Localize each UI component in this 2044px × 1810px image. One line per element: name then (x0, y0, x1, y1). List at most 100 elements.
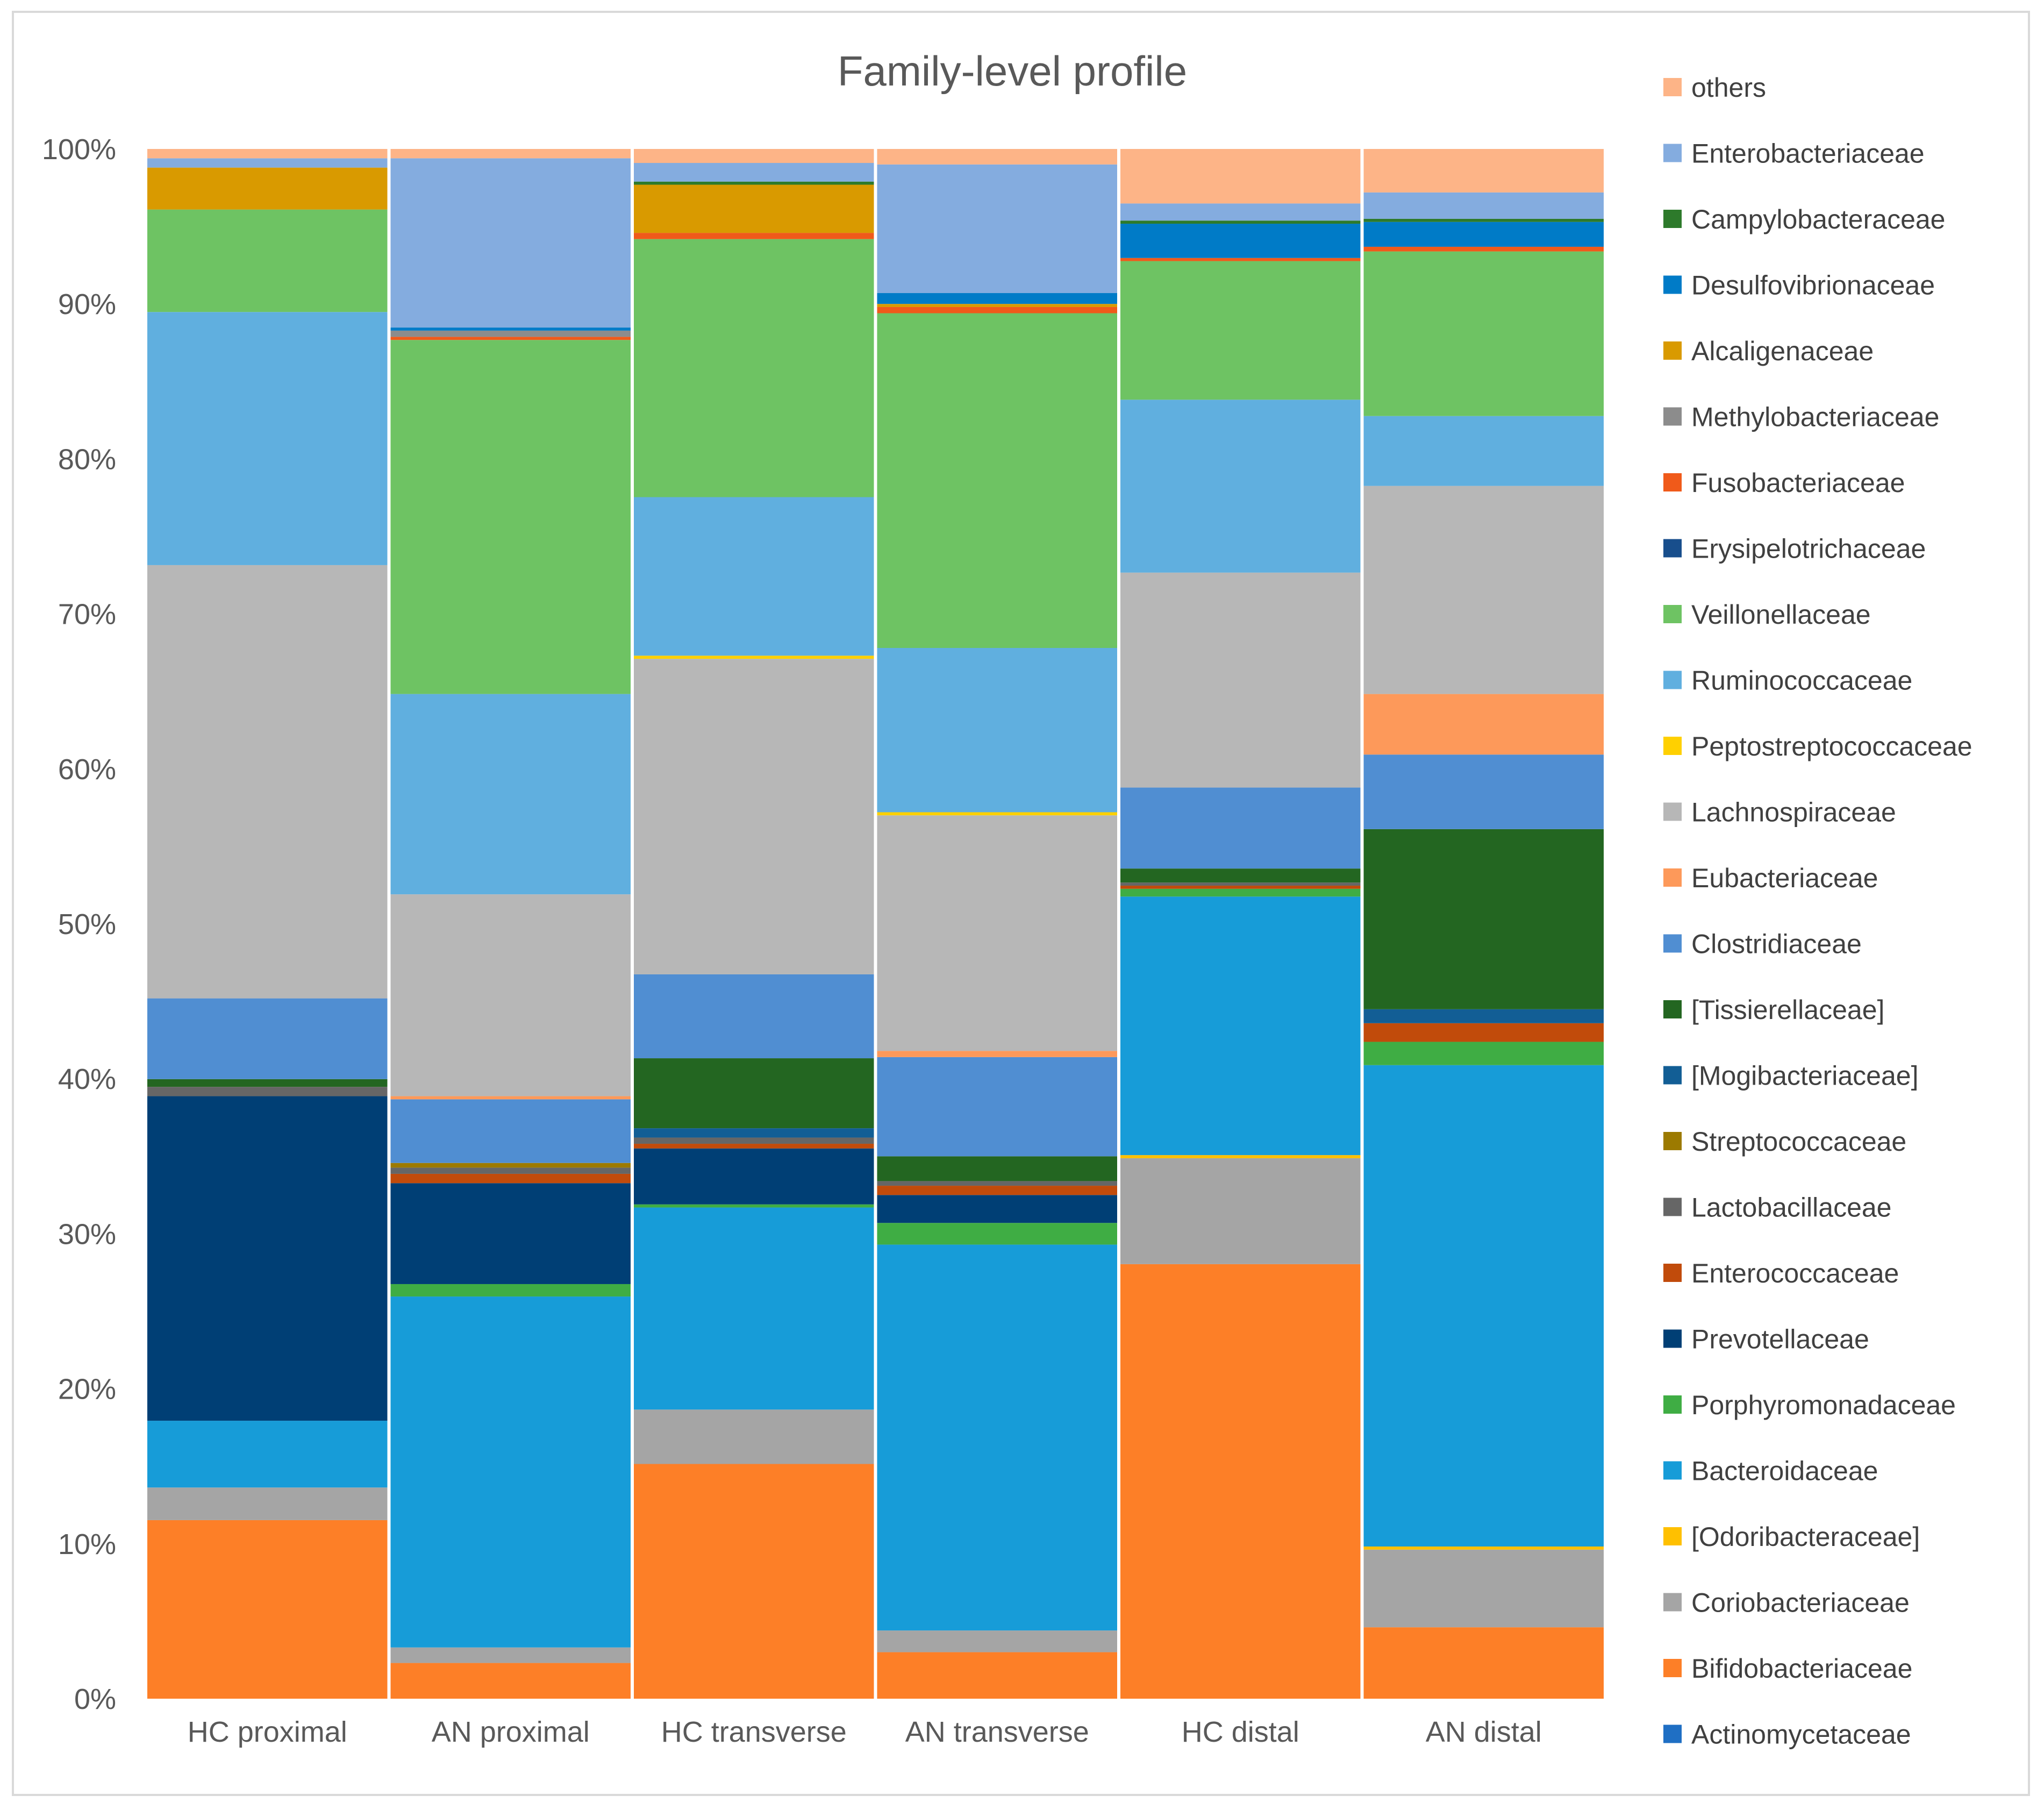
legend-item[interactable]: Peptostreptococcaceae (1663, 731, 1972, 761)
legend-item[interactable]: Coriobacteriaceae (1663, 1588, 1910, 1618)
y-tick-label: 90% (58, 288, 116, 320)
y-tick-label: 40% (58, 1063, 116, 1095)
legend-swatch (1663, 78, 1682, 96)
legend-label: Bacteroidaceae (1691, 1456, 1878, 1486)
bar-segment (147, 565, 388, 999)
legend-item[interactable]: Enterobacteriaceae (1663, 139, 1925, 169)
bar-segment (390, 1163, 631, 1168)
bar-segment (634, 974, 874, 1059)
legend-swatch (1663, 1066, 1682, 1085)
bar-segment (877, 815, 1117, 1051)
legend-swatch (1663, 1198, 1682, 1216)
legend-swatch (1663, 605, 1682, 623)
bar-segment (147, 1520, 388, 1699)
bar-segment (1120, 220, 1361, 224)
legend-item[interactable]: Methylobacteriaceae (1663, 402, 1939, 432)
legend-item[interactable]: Clostridiaceae (1663, 929, 1862, 959)
bar-segment (1363, 1627, 1604, 1699)
legend-item[interactable]: Erysipelotrichaceae (1663, 534, 1926, 564)
legend-label: Porphyromonadaceae (1691, 1390, 1956, 1420)
bar-segment (1363, 416, 1604, 486)
bar-stack (1363, 149, 1604, 1699)
legend-swatch (1663, 1593, 1682, 1612)
bar-segment (390, 1183, 631, 1284)
legend-item[interactable]: Porphyromonadaceae (1663, 1390, 1956, 1420)
chart-title: Family-level profile (838, 47, 1187, 95)
y-tick-label: 60% (58, 753, 116, 786)
legend-swatch (1663, 671, 1682, 689)
legend-swatch (1663, 144, 1682, 162)
bar-segment (1363, 192, 1604, 219)
bar-segment (390, 1647, 631, 1663)
bar-segment (147, 1487, 388, 1520)
legend-item[interactable]: [Odoribacteraceae] (1663, 1522, 1920, 1552)
legend-item[interactable]: Campylobacteraceae (1663, 204, 1946, 234)
bar-segment (390, 149, 631, 159)
legend-swatch (1663, 1132, 1682, 1150)
bar-segment (1120, 1155, 1361, 1158)
y-tick-label: 50% (58, 908, 116, 940)
bar-segment (1363, 1042, 1604, 1065)
legend-item[interactable]: Ruminococcaceae (1663, 666, 1912, 696)
bar-segment (1363, 1023, 1604, 1042)
bar-segment (147, 167, 388, 210)
legend-label: Coriobacteriaceae (1691, 1588, 1910, 1618)
legend-item[interactable]: Prevotellaceae (1663, 1324, 1869, 1355)
bars (147, 149, 1604, 1699)
legend-label: Desulfovibrionaceae (1691, 270, 1935, 301)
legend-item[interactable]: Desulfovibrionaceae (1663, 270, 1935, 301)
bar-segment (147, 1096, 388, 1421)
legend-item[interactable]: others (1663, 73, 1766, 103)
legend-swatch (1663, 407, 1682, 426)
bar-segment (1120, 882, 1361, 886)
bar-segment (877, 313, 1117, 649)
legend-item[interactable]: Bacteroidaceae (1663, 1456, 1878, 1486)
legend-item[interactable]: Streptococcaceae (1663, 1127, 1906, 1157)
legend-label: [Tissierellaceae] (1691, 995, 1884, 1025)
x-tick-label: AN proximal (432, 1716, 590, 1748)
legend-swatch (1663, 1461, 1682, 1480)
legend-swatch (1663, 1527, 1682, 1545)
legend-item[interactable]: Enterococcaceae (1663, 1258, 1899, 1288)
bar-segment (1120, 572, 1361, 788)
bar-segment (877, 293, 1117, 304)
bar-segment (634, 659, 874, 974)
legend-item[interactable]: Alcaligenaceae (1663, 336, 1874, 366)
bar-segment (877, 1630, 1117, 1652)
legend-label: [Mogibacteriaceae] (1691, 1061, 1918, 1091)
legend-swatch (1663, 473, 1682, 491)
legend-swatch (1663, 1000, 1682, 1018)
bar-segment (877, 1223, 1117, 1245)
bar-segment (877, 1652, 1117, 1699)
x-tick-label: AN distal (1426, 1716, 1542, 1748)
bar-segment (1120, 203, 1361, 221)
legend-item[interactable]: Lachnospiraceae (1663, 797, 1896, 828)
legend-item[interactable]: [Tissierellaceae] (1663, 995, 1884, 1025)
legend-label: Campylobacteraceae (1691, 204, 1946, 234)
legend-item[interactable]: Fusobacteriaceae (1663, 468, 1905, 498)
bar-segment (634, 163, 874, 182)
bar-segment (634, 184, 874, 233)
legend-label: Enterococcaceae (1691, 1258, 1899, 1288)
bar-segment (1120, 888, 1361, 897)
bar-segment (1363, 694, 1604, 755)
y-tick-label: 10% (58, 1528, 116, 1560)
legend[interactable]: others Enterobacteriaceae Campylobacterace… (1663, 73, 1972, 1750)
legend-item[interactable]: Actinomycetaceae (1663, 1720, 1911, 1750)
legend-swatch (1663, 737, 1682, 755)
legend-item[interactable]: Veillonellaceae (1663, 600, 1871, 630)
legend-item[interactable]: Eubacteriaceae (1663, 863, 1878, 893)
x-tick-label: HC distal (1182, 1716, 1299, 1748)
bar-segment (147, 158, 388, 168)
legend-label: Ruminococcaceae (1691, 666, 1912, 696)
legend-label: Lactobacillaceae (1691, 1193, 1892, 1223)
bar-segment (634, 1204, 874, 1208)
legend-label: Erysipelotrichaceae (1691, 534, 1926, 564)
legend-item[interactable]: Lactobacillaceae (1663, 1193, 1892, 1223)
bar-segment (1120, 258, 1361, 261)
bar-segment (1363, 222, 1604, 247)
x-tick-label: AN transverse (905, 1716, 1089, 1748)
legend-item[interactable]: Bifidobacteriaceae (1663, 1654, 1912, 1684)
legend-item[interactable]: [Mogibacteriaceae] (1663, 1061, 1918, 1091)
bar-segment (1120, 1158, 1361, 1264)
